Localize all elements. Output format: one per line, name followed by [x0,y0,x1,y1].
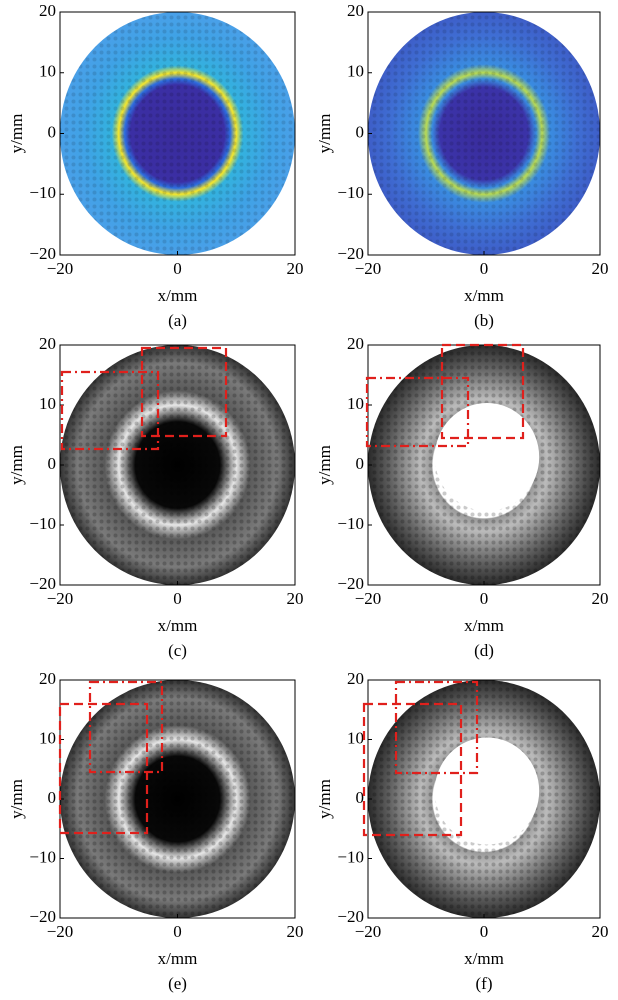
y-tick-label: 0 [356,122,365,141]
zoom-boxes [58,343,525,837]
x-tick-label: −20 [355,259,382,278]
zoom-box [440,343,525,440]
caption: (f) [476,974,493,993]
x-axis-label: x/mm [464,616,504,635]
y-tick-label: −10 [337,847,364,866]
x-tick-label: −20 [47,589,74,608]
x-tick-label: 20 [592,589,609,608]
y-axis-label: y/mm [7,445,26,485]
x-axis-label: x/mm [158,616,198,635]
y-tick-label: −20 [337,244,364,263]
y-tick-label: 20 [39,669,56,688]
y-tick-label: 0 [48,454,57,473]
speckle-texture [60,680,295,918]
speckle-texture [60,345,295,585]
y-axis-label: y/mm [7,779,26,819]
y-tick-label: 0 [356,788,365,807]
y-tick-label: −20 [29,244,56,263]
y-tick-label: 20 [347,669,364,688]
speckle-texture [60,12,295,255]
y-tick-label: −20 [29,574,56,593]
y-axis-label: y/mm [315,779,334,819]
x-tick-label: 0 [173,589,182,608]
y-tick-label: 20 [347,1,364,20]
x-axis-label: x/mm [158,949,198,968]
x-tick-label: 20 [592,259,609,278]
y-tick-label: 20 [347,334,364,353]
x-tick-label: −20 [47,259,74,278]
zoom-box [60,370,160,451]
y-tick-label: 0 [48,788,57,807]
y-tick-label: −20 [337,574,364,593]
y-tick-label: 10 [347,394,364,413]
y-tick-label: −20 [337,907,364,926]
zoom-box [140,346,228,438]
y-tick-label: 10 [347,62,364,81]
x-tick-label: 0 [480,259,489,278]
x-tick-label: 20 [287,589,304,608]
y-tick-label: −20 [29,907,56,926]
x-tick-label: 20 [287,922,304,941]
x-axis-label: x/mm [464,286,504,305]
y-tick-label: −10 [29,514,56,533]
y-tick-label: 10 [39,394,56,413]
y-tick-label: 0 [356,454,365,473]
x-tick-label: 0 [173,259,182,278]
zoom-box [362,702,463,837]
caption: (b) [474,311,494,330]
zoom-box [394,680,479,775]
hole [434,737,540,845]
caption: (e) [168,974,187,993]
y-tick-label: −10 [29,847,56,866]
x-axis-label: x/mm [464,949,504,968]
x-tick-label: 20 [592,922,609,941]
x-tick-label: 20 [287,259,304,278]
x-tick-label: −20 [355,589,382,608]
y-tick-label: 10 [39,62,56,81]
y-axis-label: y/mm [315,114,334,154]
speckle-texture [368,12,600,255]
x-tick-label: 0 [480,589,489,608]
y-axis-label: y/mm [315,445,334,485]
y-tick-label: −10 [337,183,364,202]
x-axis-label: x/mm [158,286,198,305]
zoom-box [365,376,470,448]
y-tick-label: 10 [39,728,56,747]
caption: (c) [168,641,187,660]
y-tick-label: −10 [337,514,364,533]
x-tick-label: −20 [355,922,382,941]
caption: (a) [168,311,187,330]
caption: (d) [474,641,494,660]
y-tick-label: −10 [29,183,56,202]
x-tick-label: 0 [480,922,489,941]
y-tick-label: 20 [39,1,56,20]
y-tick-label: 0 [48,122,57,141]
y-axis-label: y/mm [7,114,26,154]
zoom-box [88,680,164,774]
x-tick-label: −20 [47,922,74,941]
x-tick-label: 0 [173,922,182,941]
y-tick-label: 20 [39,334,56,353]
zoom-box [58,702,149,835]
y-tick-label: 10 [347,728,364,747]
hole [434,403,540,511]
